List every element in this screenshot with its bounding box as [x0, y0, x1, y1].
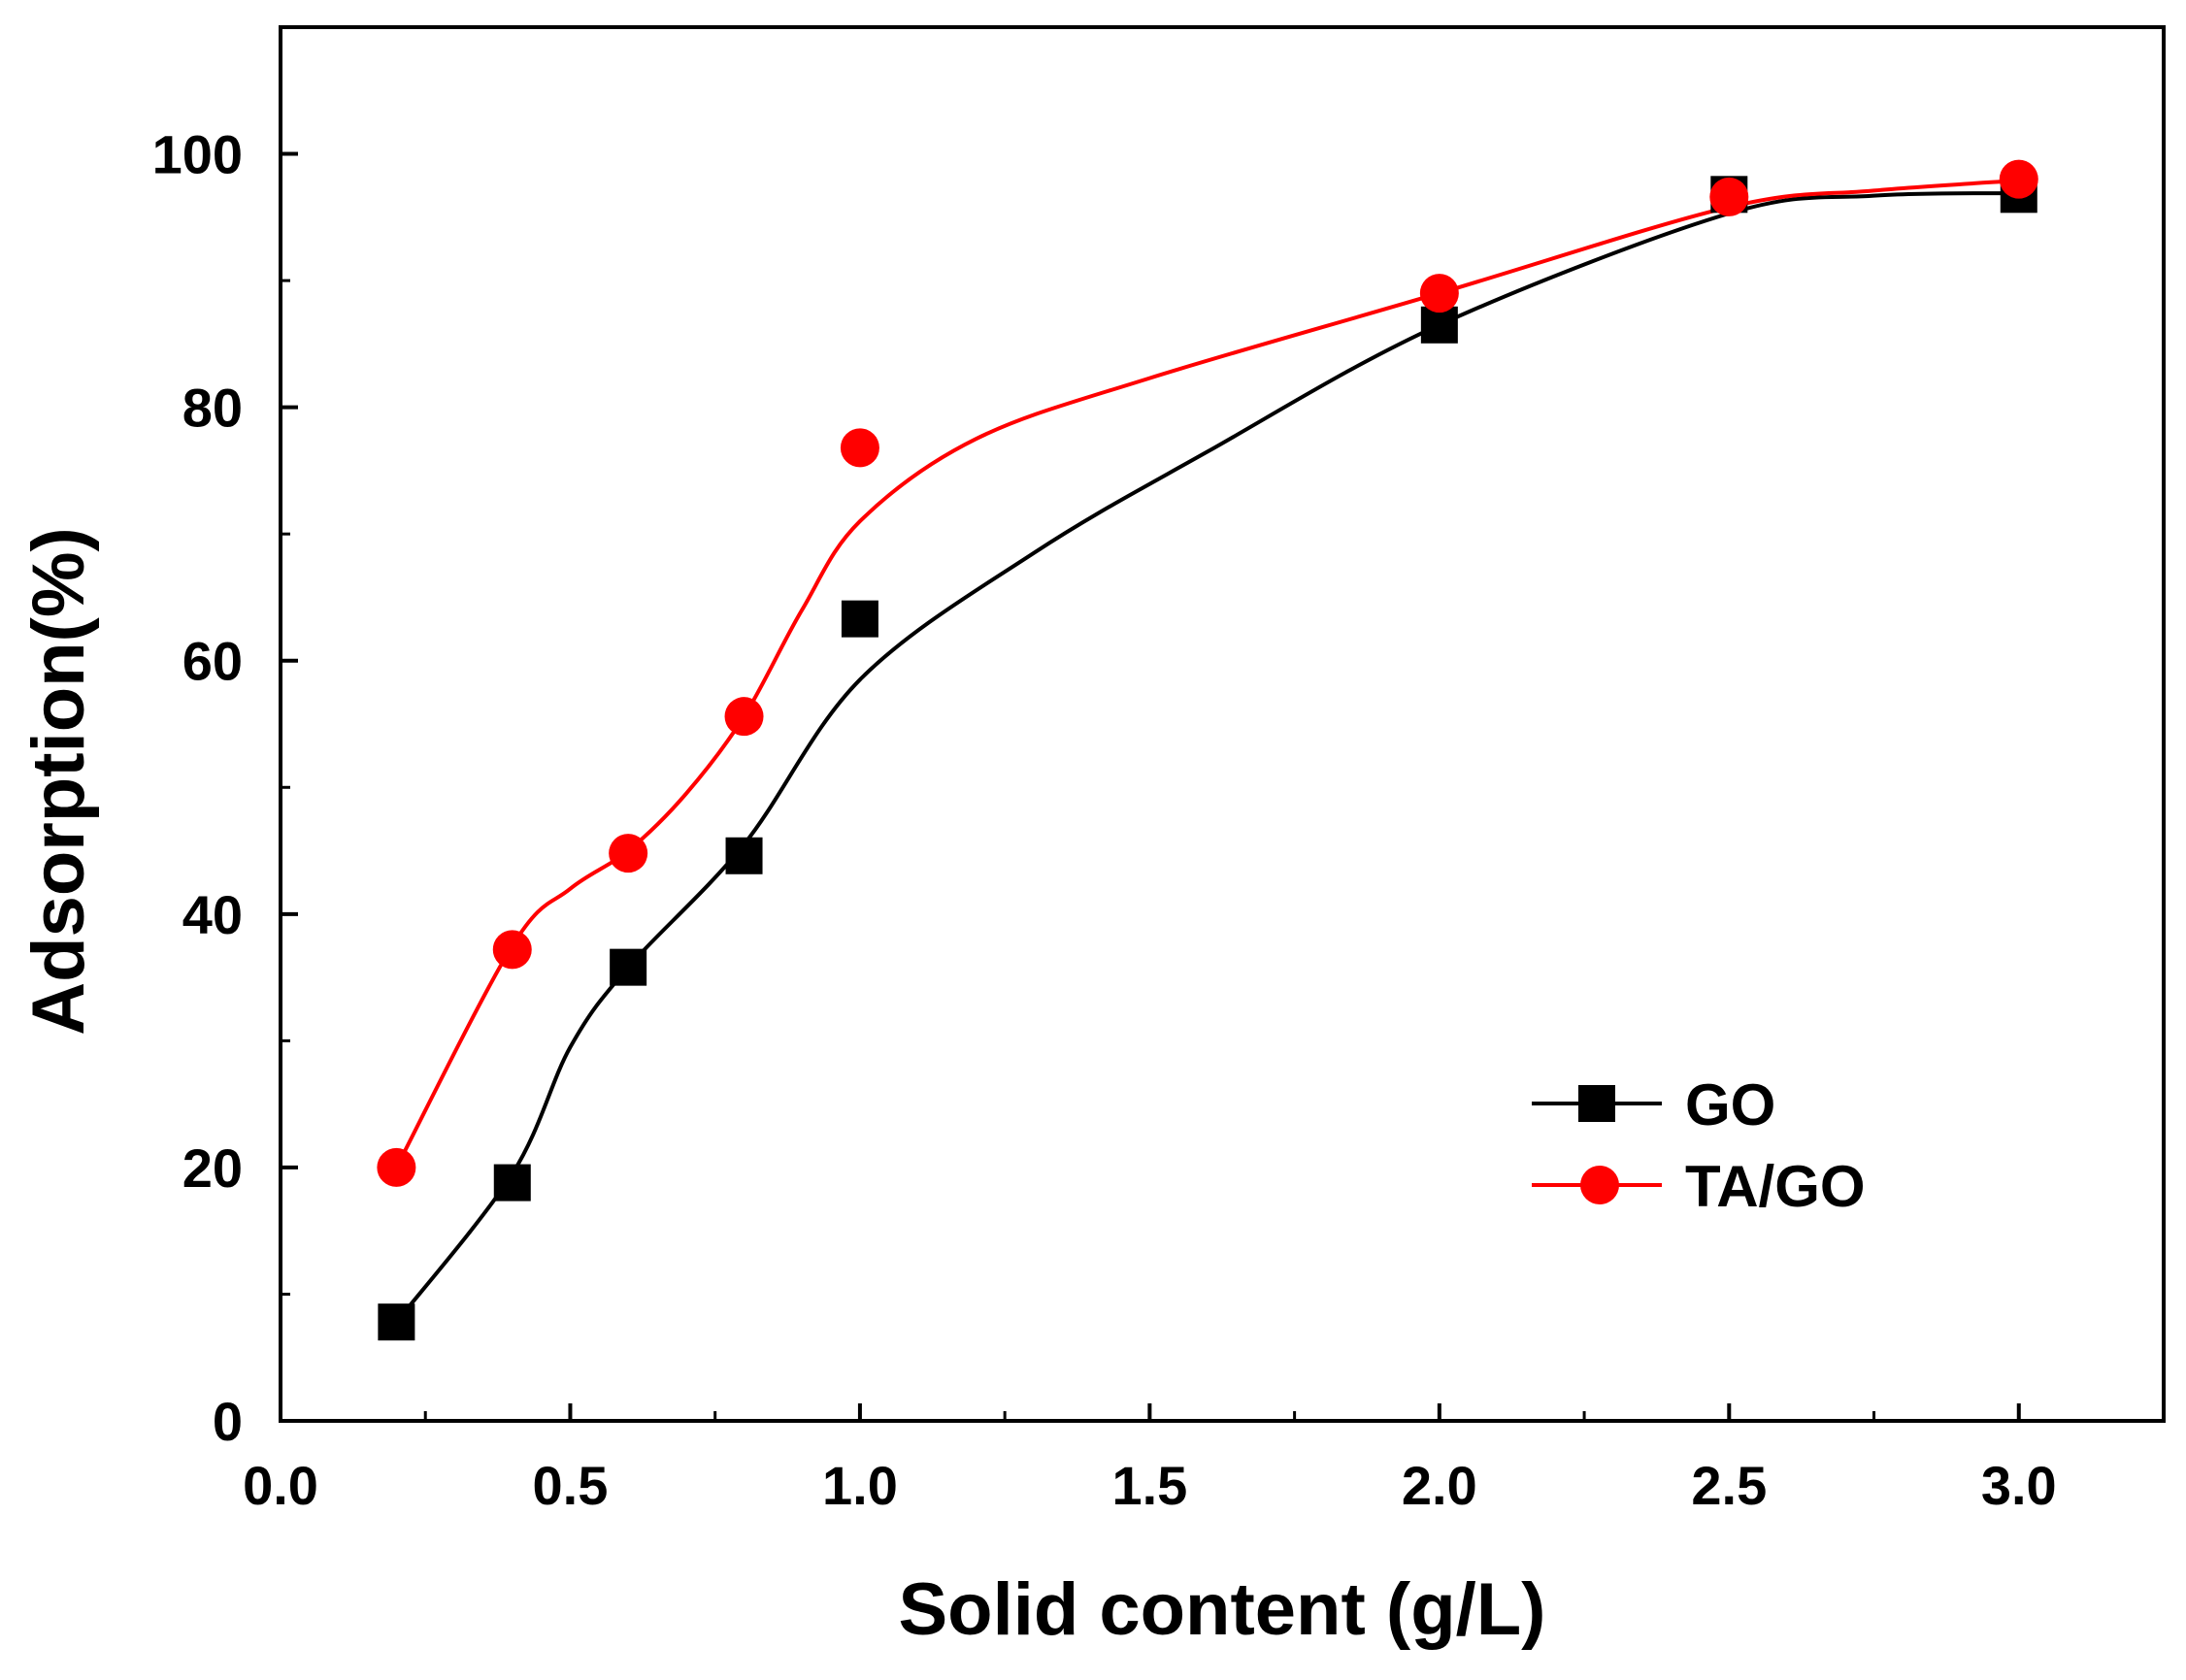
data-point-go: [493, 1164, 531, 1202]
data-point-tago: [609, 834, 648, 873]
data-point-tago: [724, 697, 764, 737]
y-axis: 0 20 40 60 80 100: [152, 124, 298, 1452]
data-point-tago: [1419, 274, 1459, 313]
y-tick-label: 0: [213, 1391, 243, 1452]
series-curves: [394, 179, 2019, 1324]
data-point-go: [610, 948, 647, 986]
legend-label-go: GO: [1685, 1072, 1775, 1137]
legend-label-tago: TA/GO: [1685, 1154, 1866, 1219]
x-tick-label: 3.0: [1981, 1455, 2057, 1516]
data-point-go: [378, 1303, 415, 1341]
y-tick-label: 100: [152, 124, 243, 185]
x-tick-label: 0.5: [533, 1455, 609, 1516]
y-tick-label: 60: [182, 631, 243, 692]
x-axis-label: Solid content (g/L): [898, 1568, 1545, 1651]
x-tick-label: 1.5: [1111, 1455, 1187, 1516]
data-point-tago: [377, 1147, 416, 1187]
data-point-tago: [1999, 159, 2038, 199]
data-point-tago: [1709, 177, 1749, 216]
series-markers: [377, 159, 2038, 1341]
y-tick-label: 80: [182, 378, 243, 439]
x-axis: 0.0 0.5 1.0 1.5 2.0 2.5 3.0: [243, 1403, 2057, 1516]
data-point-go: [725, 837, 763, 874]
data-point-tago: [840, 428, 879, 468]
data-point-go: [841, 600, 878, 638]
x-tick-label: 0.0: [243, 1455, 318, 1516]
y-tick-label: 20: [182, 1137, 243, 1199]
legend: GO TA/GO: [1532, 1072, 1866, 1219]
x-tick-label: 2.0: [1402, 1455, 1477, 1516]
data-point-tago: [492, 930, 532, 970]
x-tick-label: 1.0: [822, 1455, 898, 1516]
x-tick-label: 2.5: [1691, 1455, 1767, 1516]
plot-frame: [279, 25, 2166, 1423]
series-line-tago: [394, 179, 2019, 1169]
y-axis-label: Adsorption(%): [17, 527, 100, 1035]
legend-marker-tago: [1580, 1166, 1619, 1204]
y-tick-label: 40: [182, 884, 243, 945]
legend-marker-go: [1578, 1085, 1615, 1122]
